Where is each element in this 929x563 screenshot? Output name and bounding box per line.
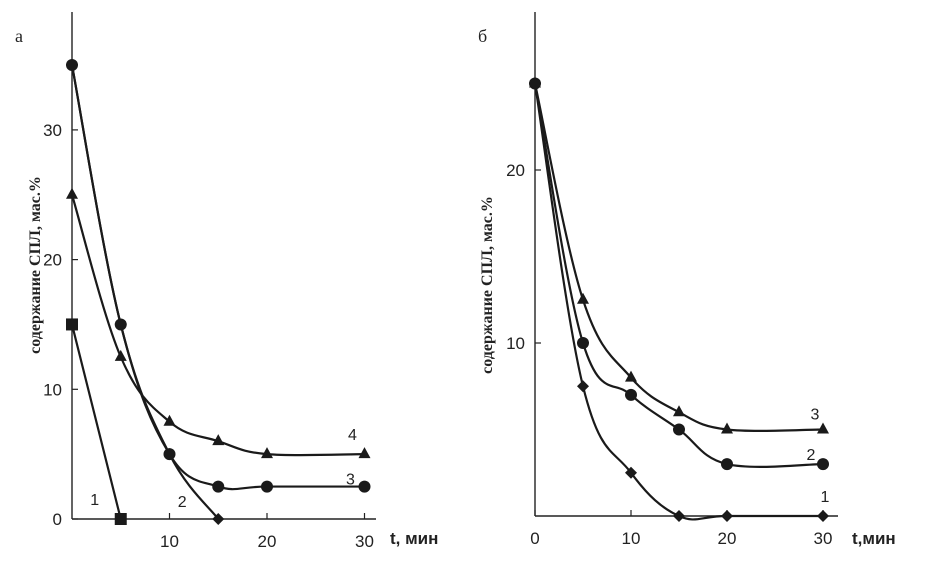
series-label-2: 2 (807, 447, 816, 464)
y-axis-title: содержание СПЛ, мас.% (27, 176, 44, 354)
x-tick-label: 0 (530, 529, 539, 548)
data-point-3 (163, 448, 176, 461)
data-point-1 (817, 510, 829, 522)
data-point-3 (673, 405, 685, 417)
series-label-1: 1 (821, 489, 830, 506)
series-label-2: 2 (178, 494, 187, 511)
data-point-3 (721, 422, 733, 434)
data-point-3 (529, 76, 541, 88)
data-point-2 (817, 458, 829, 471)
data-point-3 (114, 318, 127, 331)
data-point-3 (817, 422, 829, 434)
series-line-1 (533, 82, 825, 521)
x-tick-label: 30 (814, 529, 833, 548)
data-point-2 (673, 423, 685, 436)
data-point-3 (358, 480, 371, 493)
data-point-3 (66, 59, 78, 72)
data-point-1 (66, 318, 78, 331)
chart-panel-a: а 10 20 30 0 10 20 30 содержание СПЛ, мас.% t, ми… (15, 12, 438, 551)
data-point-3 (212, 480, 225, 493)
x-axis-title: t, мин (390, 529, 438, 548)
series-line-3 (70, 63, 366, 491)
y-tick-label: 20 (506, 161, 525, 180)
data-point-1 (625, 466, 637, 479)
data-point-2 (577, 337, 589, 349)
y-tick-label: 10 (506, 334, 525, 353)
data-point-2 (721, 458, 733, 471)
x-axis-title: t,мин (852, 529, 896, 548)
data-point-1 (721, 510, 733, 522)
series-label-3: 3 (346, 472, 355, 489)
data-point-1 (673, 510, 685, 522)
data-point-2 (625, 388, 637, 401)
y-tick-label: 0 (53, 510, 62, 529)
data-point-4 (212, 434, 225, 446)
series-line-4 (70, 193, 366, 457)
x-tick-label: 20 (258, 532, 277, 551)
y-tick-label: 10 (43, 380, 62, 399)
series-label-3: 3 (811, 407, 820, 424)
series-line-3 (533, 82, 825, 432)
data-point-1 (114, 513, 127, 525)
data-point-4 (163, 414, 176, 426)
y-axis-title: содержание СПЛ, мас.% (479, 196, 496, 374)
data-point-4 (261, 447, 273, 459)
series-line-2 (70, 63, 220, 521)
chart-panel-b: б 0 10 20 30 10 20 содержание СПЛ, мас.% t,мин 1 2… (478, 12, 896, 548)
series-line-1 (70, 323, 122, 521)
y-tick-label: 20 (43, 251, 62, 270)
panel-label: б (478, 26, 487, 46)
data-point-3 (625, 370, 637, 382)
data-point-1 (577, 380, 589, 393)
y-tick-label: 30 (43, 121, 62, 140)
panel-label: а (15, 26, 23, 46)
series-label-4: 4 (348, 427, 357, 444)
data-point-3 (261, 480, 273, 493)
x-tick-label: 20 (718, 529, 737, 548)
series-label-1: 1 (90, 492, 99, 509)
data-point-3 (577, 292, 589, 304)
data-point-2 (212, 513, 225, 525)
data-point-4 (114, 349, 127, 361)
x-tick-label: 10 (160, 532, 179, 551)
x-tick-label: 30 (355, 532, 374, 551)
x-tick-label: 10 (622, 529, 641, 548)
data-point-4 (66, 187, 78, 199)
data-point-4 (358, 447, 371, 459)
